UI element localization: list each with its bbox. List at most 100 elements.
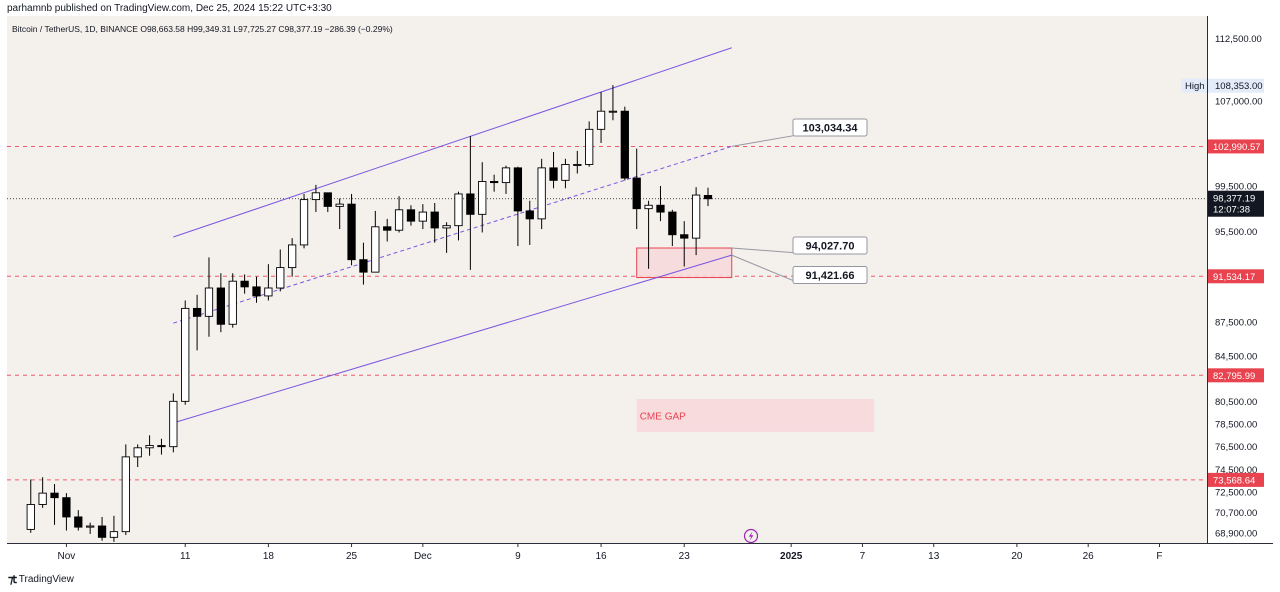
candle-body	[323, 192, 332, 207]
candle[interactable]	[489, 174, 499, 192]
candle-body	[454, 193, 463, 227]
candle[interactable]	[347, 193, 356, 266]
callout-callout-1[interactable]: 103,034.34	[731, 118, 868, 147]
candle[interactable]	[513, 166, 523, 247]
candle[interactable]	[585, 121, 594, 167]
candle[interactable]	[109, 515, 119, 542]
candle[interactable]	[288, 238, 297, 277]
candle[interactable]	[252, 276, 261, 303]
callout-callout-2[interactable]: 94,027.70	[731, 236, 868, 255]
level-badge[interactable]	[1208, 269, 1264, 284]
candle-body	[311, 192, 321, 201]
candle[interactable]	[394, 196, 404, 233]
candle[interactable]	[145, 435, 154, 456]
candle-body	[608, 110, 618, 113]
candle[interactable]	[50, 484, 59, 525]
candle[interactable]	[97, 516, 107, 541]
candle-body	[442, 225, 451, 229]
time-tick-label: Nov	[58, 551, 76, 562]
candle[interactable]	[478, 162, 487, 233]
time-tick-label: 2025	[780, 551, 803, 562]
candles[interactable]	[26, 85, 713, 542]
candle[interactable]	[181, 300, 190, 405]
candle[interactable]	[418, 204, 427, 230]
candle[interactable]	[311, 184, 321, 213]
candle[interactable]	[299, 193, 309, 249]
candle[interactable]	[656, 186, 665, 222]
candle[interactable]	[204, 257, 214, 337]
candle[interactable]	[359, 242, 368, 285]
candle[interactable]	[596, 91, 606, 143]
candle[interactable]	[561, 158, 570, 189]
candle[interactable]	[383, 218, 392, 242]
candle[interactable]	[525, 200, 534, 245]
candle[interactable]	[620, 106, 629, 181]
candle-body	[276, 267, 285, 289]
candle[interactable]	[74, 510, 83, 531]
candle[interactable]	[216, 273, 225, 333]
candle[interactable]	[691, 187, 701, 256]
candle[interactable]	[157, 438, 166, 455]
candle[interactable]	[573, 150, 582, 174]
candle[interactable]	[430, 203, 439, 243]
candle[interactable]	[264, 264, 273, 301]
candle[interactable]	[38, 477, 47, 508]
candle[interactable]	[668, 209, 677, 247]
candle[interactable]	[632, 148, 641, 230]
candle[interactable]	[133, 444, 142, 468]
candle[interactable]	[240, 274, 249, 294]
candle[interactable]	[442, 222, 451, 253]
cme-gap-box[interactable]	[636, 399, 875, 432]
candle-body	[133, 447, 142, 458]
level-badge[interactable]	[1208, 472, 1264, 487]
candle[interactable]	[62, 493, 71, 531]
candle-body	[691, 194, 701, 239]
candle-body	[157, 445, 166, 448]
lightning-icon[interactable]	[743, 528, 759, 544]
time-axis[interactable]: Nov 11 18 25 Dec 9 16 23 2025 7 13 20 26 F	[58, 543, 1163, 562]
level-badge-text: 82,795.99	[1213, 371, 1255, 382]
candle-body	[359, 259, 368, 273]
candle[interactable]	[86, 522, 95, 534]
price-tick: 99,500.00	[1215, 182, 1257, 193]
candle-body	[549, 167, 558, 181]
candle[interactable]	[276, 249, 285, 292]
candle[interactable]	[26, 479, 35, 533]
current-price-text: 98,377.19	[1213, 194, 1255, 205]
candle[interactable]	[121, 444, 130, 536]
candle[interactable]	[537, 158, 546, 230]
channel-upper-line[interactable]	[173, 47, 732, 238]
candle[interactable]	[608, 85, 618, 121]
candle[interactable]	[169, 393, 178, 453]
current-price-badge[interactable]	[1208, 190, 1264, 217]
price-axis[interactable]: 112,500.00 High 108,353.00 107,000.00 102,99…	[1181, 34, 1264, 539]
candle[interactable]	[703, 187, 713, 207]
candle-body	[430, 211, 439, 229]
candle-body	[50, 492, 59, 499]
channel-lower-line[interactable]	[173, 254, 732, 424]
candle[interactable]	[371, 210, 380, 273]
candle-body	[86, 525, 95, 528]
candle[interactable]	[454, 191, 463, 241]
level-badge[interactable]	[1208, 368, 1264, 383]
candle[interactable]	[323, 192, 332, 213]
candle[interactable]	[335, 198, 344, 230]
candle[interactable]	[466, 136, 475, 270]
callouts[interactable]: 103,034.34 94,027.70 91,421.66	[731, 118, 868, 285]
candle-body	[62, 497, 71, 518]
candle-body	[347, 203, 356, 261]
channel[interactable]	[173, 47, 732, 424]
candle[interactable]	[680, 221, 689, 267]
tradingview-logo[interactable]: ⁊𝗍 TradingView	[8, 573, 74, 586]
candle[interactable]	[228, 273, 237, 328]
price-tick: 78,500.00	[1215, 420, 1257, 431]
candle[interactable]	[192, 294, 202, 351]
candle[interactable]	[549, 152, 558, 189]
candle[interactable]	[406, 205, 416, 226]
candle[interactable]	[644, 200, 653, 269]
candle[interactable]	[501, 165, 511, 194]
callout-callout-3[interactable]: 91,421.66	[731, 254, 868, 285]
level-badge[interactable]	[1208, 139, 1264, 154]
candle-body	[573, 164, 582, 166]
